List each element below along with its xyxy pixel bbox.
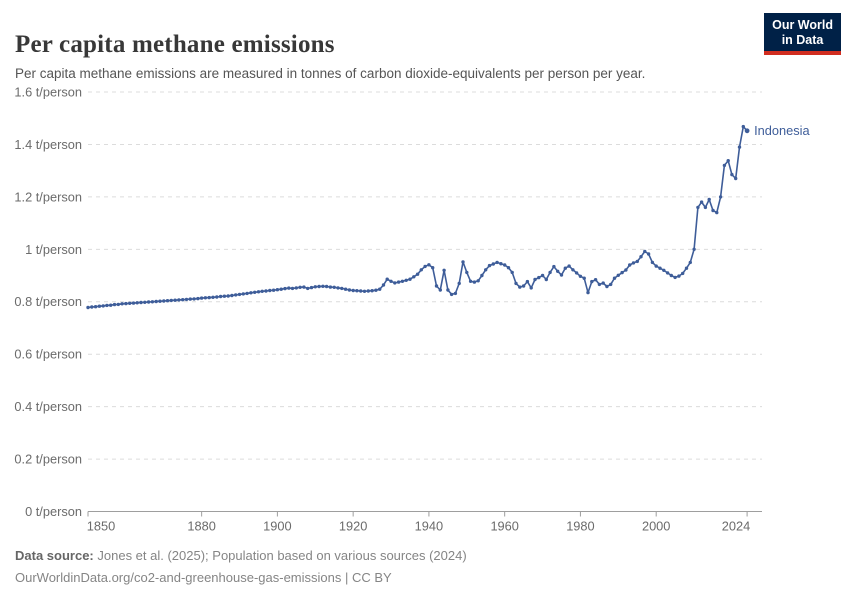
line-chart[interactable]: 0 t/person 0.2 t/person 0.4 t/person 0.6 t/… [0, 80, 850, 540]
data-source-text: Jones et al. (2025); Population based on… [97, 548, 467, 563]
x-tick-label: 1940 [415, 519, 443, 534]
y-tick-label: 1.2 t/person [14, 189, 82, 204]
x-tick-label: 1900 [263, 519, 291, 534]
data-source-label: Data source: [15, 548, 94, 563]
y-tick-label: 0.4 t/person [14, 399, 82, 414]
data-point-markers [86, 124, 750, 310]
indonesia-end-label[interactable]: Indonesia [754, 123, 810, 138]
y-tick-label: 1.6 t/person [14, 84, 82, 99]
license-link-line[interactable]: OurWorldinData.org/co2-and-greenhouse-ga… [15, 569, 392, 585]
owid-logo-line2: in Data [781, 33, 824, 47]
chart-area: 0 t/person 0.2 t/person 0.4 t/person 0.6 t/… [0, 80, 850, 540]
chart-subtitle: Per capita methane emissions are measure… [15, 65, 646, 81]
x-axis: 1850 1880 1900 1920 1940 1960 1980 2000 2024 [87, 511, 762, 534]
indonesia-line[interactable] [87, 125, 748, 309]
y-tick-label: 1 t/person [25, 242, 82, 257]
chart-footer: Data source: Jones et al. (2025); Popula… [15, 545, 467, 588]
x-tick-label: 1960 [490, 519, 518, 534]
y-tick-label: 0.6 t/person [14, 347, 82, 362]
y-tick-label: 1.4 t/person [14, 137, 82, 152]
y-tick-label: 0.8 t/person [14, 294, 82, 309]
x-tick-label: 1850 [87, 519, 115, 534]
x-tick-label: 2000 [642, 519, 670, 534]
page-title: Per capita methane emissions [15, 30, 335, 58]
x-tick-label: 1880 [187, 519, 215, 534]
y-tick-label: 0.2 t/person [14, 452, 82, 467]
y-tick-label: 0 t/person [25, 504, 82, 519]
y-axis: 0 t/person 0.2 t/person 0.4 t/person 0.6 t/… [14, 84, 762, 519]
x-tick-label: 1980 [566, 519, 594, 534]
x-tick-label: 2024 [722, 519, 750, 534]
owid-logo[interactable]: Our World in Data [764, 13, 841, 55]
owid-logo-line1: Our World [772, 18, 833, 32]
data-source-line: Data source: Jones et al. (2025); Popula… [15, 545, 467, 567]
x-tick-label: 1920 [339, 519, 367, 534]
